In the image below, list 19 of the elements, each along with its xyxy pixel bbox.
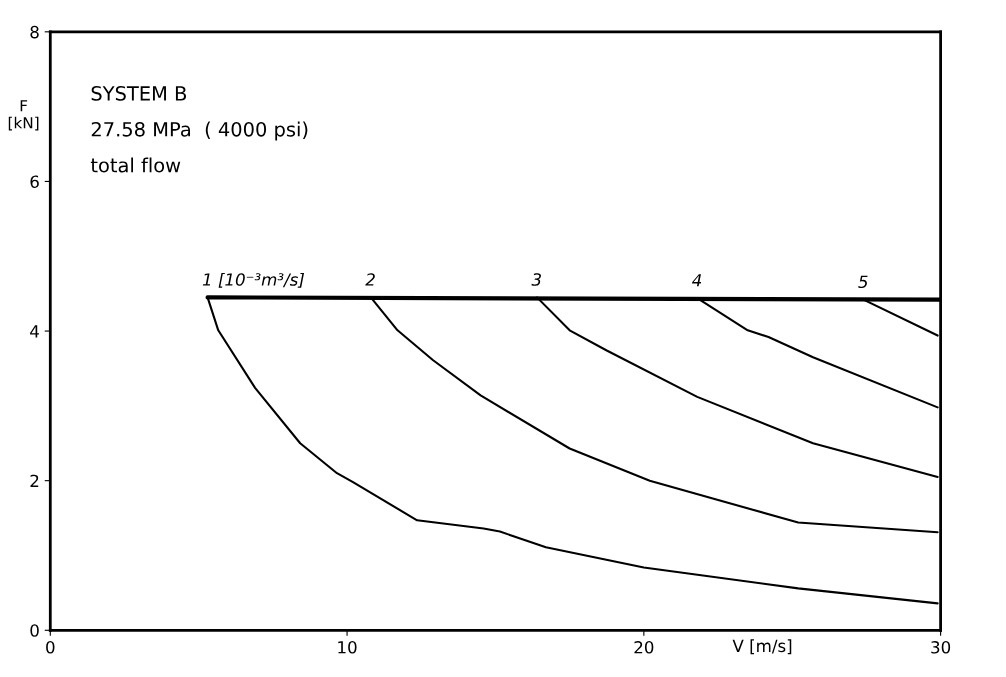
series-label: 1 [10⁻³m³/s] [202,272,305,288]
annotation: 27.58 MPa ( 4000 psi) [91,121,308,141]
y-axis-title: F [kN] [8,100,39,131]
y-tick-label: 0 [30,624,39,637]
x-tick-label: 10 [338,641,357,654]
series-label: 3 [531,273,541,286]
x-tick-label: 30 [931,641,951,654]
y-tick-label: 8 [30,25,39,39]
annotation: total flow [90,157,181,173]
y-tick-label: 2 [30,474,39,487]
x-tick-label: 0 [46,641,55,654]
y-tick-label: 6 [30,175,39,189]
x-tick-label: 20 [634,641,654,654]
series-label: 5 [858,275,868,289]
y-tick-label: 4 [30,325,39,338]
annotation: SYSTEM B [91,86,187,101]
series-label: 4 [692,274,702,287]
series-label: 2 [365,273,375,286]
x-axis-title: V [m/s] [732,639,792,655]
